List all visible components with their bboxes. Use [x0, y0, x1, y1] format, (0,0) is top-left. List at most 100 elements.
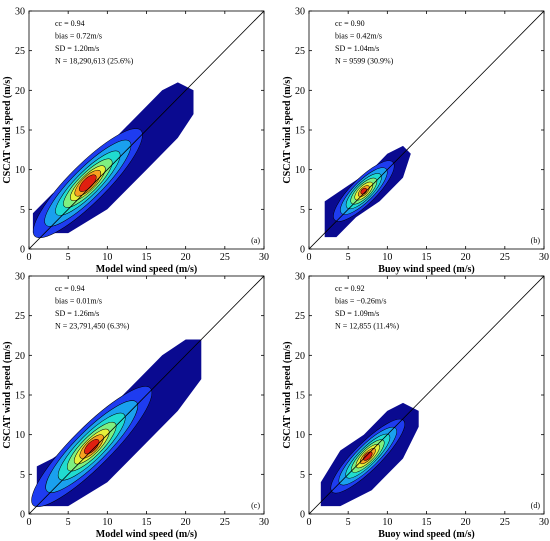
y-axis-label: CSCAT wind speed (m/s): [2, 76, 13, 183]
reference-line: [29, 11, 264, 249]
panel-4: 0 5 10 15 20 25 30 0 5 10 15 20 25 30 Buoy wind speed …: [282, 272, 549, 541]
x-tick-label: 10: [382, 517, 392, 528]
x-axis-label: Buoy wind speed (m/s): [378, 529, 474, 540]
y-tick-label: 20: [15, 351, 25, 362]
x-tick-label: 25: [500, 252, 510, 263]
x-tick-label: 30: [539, 252, 549, 263]
panel-label: (c): [251, 501, 260, 510]
y-tick-label: 5: [20, 470, 25, 481]
x-tick-label: 25: [220, 252, 230, 263]
panel-label: (b): [531, 236, 541, 245]
x-tick-label: 20: [181, 252, 191, 263]
x-tick-label: 20: [461, 252, 471, 263]
panel-2: 0 5 10 15 20 25 30 0 5 10 15 20 25 30 Buoy wind speed …: [282, 7, 549, 276]
x-tick-label: 0: [27, 252, 32, 263]
x-tick-label: 5: [66, 252, 71, 263]
x-tick-label: 15: [422, 252, 432, 263]
x-tick-label: 5: [346, 252, 351, 263]
stat-line: N = 9599 (30.9%): [335, 57, 394, 66]
y-axis-label: CSCAT wind speed (m/s): [2, 341, 13, 448]
stat-line: bias = 0.42m/s: [335, 32, 382, 41]
x-tick-label: 15: [422, 517, 432, 528]
y-tick-label: 30: [15, 272, 25, 283]
y-tick-label: 5: [300, 470, 305, 481]
y-tick-label: 0: [300, 510, 305, 521]
contour-level-7: [363, 451, 373, 461]
stat-line: SD = 1.26m/s: [55, 309, 99, 318]
y-tick-label: 0: [20, 245, 25, 256]
stat-line: bias = −0.26m/s: [335, 297, 386, 306]
y-tick-label: 0: [300, 245, 305, 256]
stat-line: cc = 0.92: [335, 284, 365, 293]
stat-line: bias = 0.72m/s: [55, 32, 102, 41]
plot-area: [309, 11, 544, 249]
stat-line: N = 23,791,450 (6.3%): [55, 322, 130, 331]
x-axis-label: Model wind speed (m/s): [96, 264, 197, 275]
x-tick-label: 15: [142, 252, 152, 263]
y-tick-label: 10: [15, 165, 25, 176]
x-tick-label: 0: [307, 517, 312, 528]
y-tick-label: 15: [295, 391, 305, 402]
stat-line: cc = 0.94: [55, 284, 85, 293]
reference-line: [309, 276, 544, 514]
x-tick-label: 10: [102, 252, 112, 263]
y-tick-label: 30: [295, 7, 305, 18]
x-tick-label: 10: [382, 252, 392, 263]
y-axis-label: CSCAT wind speed (m/s): [282, 341, 293, 448]
y-tick-label: 5: [300, 205, 305, 216]
y-tick-label: 25: [295, 311, 305, 322]
y-tick-label: 20: [295, 86, 305, 97]
x-tick-label: 20: [181, 517, 191, 528]
panel-3: 0 5 10 15 20 25 30 0 5 10 15 20 25 30 Model wind speed…: [2, 272, 269, 541]
stat-line: bias = 0.01m/s: [55, 297, 102, 306]
y-tick-label: 15: [15, 126, 25, 137]
x-tick-label: 0: [307, 252, 312, 263]
stat-line: cc = 0.90: [335, 19, 365, 28]
x-tick-label: 30: [259, 517, 269, 528]
y-tick-label: 15: [295, 126, 305, 137]
stat-line: cc = 0.94: [55, 19, 85, 28]
panel-1: 0 5 10 15 20 25 30 0 5 10 15 20 25 30 Model wind speed…: [2, 7, 269, 276]
stat-line: SD = 1.04m/s: [335, 44, 379, 53]
y-tick-label: 0: [20, 510, 25, 521]
reference-line: [309, 11, 544, 249]
y-tick-label: 30: [15, 7, 25, 18]
contour-level-7: [84, 438, 100, 455]
plot-area: [29, 276, 264, 514]
y-tick-label: 30: [295, 272, 305, 283]
stat-line: N = 12,855 (11.4%): [335, 322, 399, 331]
y-tick-label: 10: [15, 430, 25, 441]
panel-label: (d): [531, 501, 541, 510]
y-tick-label: 25: [15, 46, 25, 57]
stat-line: N = 18,290,613 (25.6%): [55, 57, 134, 66]
panel-label: (a): [251, 236, 260, 245]
x-tick-label: 15: [142, 517, 152, 528]
x-axis-label: Buoy wind speed (m/s): [378, 264, 474, 275]
y-tick-label: 5: [20, 205, 25, 216]
x-tick-label: 5: [346, 517, 351, 528]
x-tick-label: 0: [27, 517, 32, 528]
y-tick-label: 10: [295, 430, 305, 441]
x-tick-label: 30: [259, 252, 269, 263]
y-tick-label: 15: [15, 391, 25, 402]
y-tick-label: 25: [15, 311, 25, 322]
x-axis-label: Model wind speed (m/s): [96, 529, 197, 540]
x-tick-label: 20: [461, 517, 471, 528]
plot-area: [309, 276, 544, 514]
x-tick-label: 25: [500, 517, 510, 528]
contour-level-7: [360, 187, 368, 195]
y-tick-label: 20: [295, 351, 305, 362]
plot-area: [29, 11, 264, 249]
x-tick-label: 10: [102, 517, 112, 528]
x-tick-label: 25: [220, 517, 230, 528]
reference-line: [29, 276, 264, 514]
y-tick-label: 10: [295, 165, 305, 176]
y-tick-label: 20: [15, 86, 25, 97]
y-tick-label: 25: [295, 46, 305, 57]
y-axis-label: CSCAT wind speed (m/s): [282, 76, 293, 183]
x-tick-label: 30: [539, 517, 549, 528]
x-tick-label: 5: [66, 517, 71, 528]
stat-line: SD = 1.09m/s: [335, 309, 379, 318]
stat-line: SD = 1.20m/s: [55, 44, 99, 53]
